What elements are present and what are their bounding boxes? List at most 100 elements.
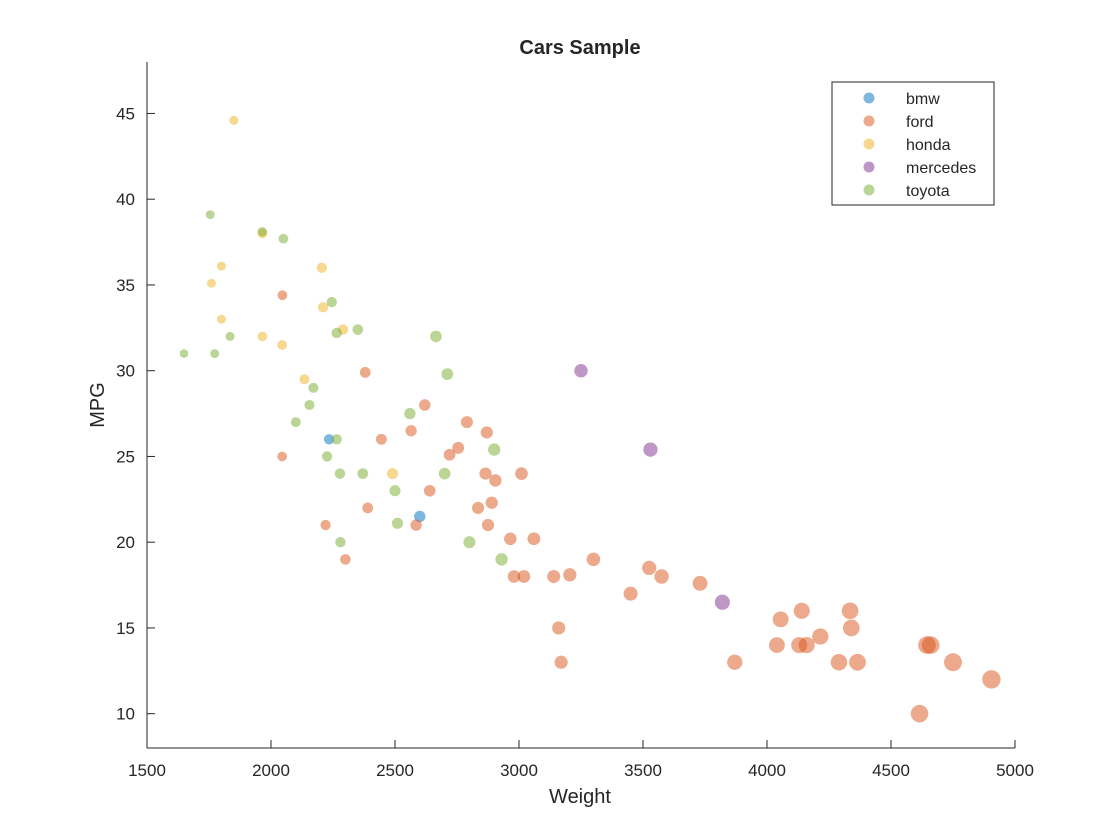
data-point-toyota xyxy=(352,324,364,335)
data-point-ford xyxy=(340,554,351,565)
data-point-toyota xyxy=(404,407,416,420)
data-point-toyota xyxy=(210,349,220,359)
legend: bmw ford honda mercedes toyota xyxy=(831,81,995,206)
data-point-bmw xyxy=(323,434,335,445)
axes xyxy=(146,62,1015,749)
data-point-ford xyxy=(423,484,436,497)
plot-area xyxy=(179,115,1001,723)
legend-label-toyota: toyota xyxy=(906,183,950,200)
x-tick-label: 3500 xyxy=(624,761,662,780)
data-point-ford xyxy=(842,619,860,637)
data-point-ford xyxy=(812,628,829,645)
data-point-ford xyxy=(443,448,456,461)
data-point-ford xyxy=(485,496,498,509)
data-point-toyota xyxy=(357,468,369,479)
data-point-ford xyxy=(504,532,517,546)
data-point-ford xyxy=(944,653,962,672)
legend-label-mercedes: mercedes xyxy=(906,160,976,177)
data-point-ford xyxy=(563,568,577,582)
legend-marker-toyota xyxy=(863,184,875,196)
data-point-ford xyxy=(480,426,493,439)
data-point-toyota xyxy=(308,382,319,393)
legend-marker-ford xyxy=(863,115,875,127)
x-tick-label: 2000 xyxy=(252,761,290,780)
data-point-ford xyxy=(375,433,387,445)
y-tick-label: 40 xyxy=(116,190,135,209)
data-point-ford xyxy=(515,467,528,480)
data-point-ford xyxy=(772,611,789,628)
data-point-ford xyxy=(910,704,929,723)
data-point-toyota xyxy=(179,349,189,358)
y-tick-label: 30 xyxy=(116,362,135,381)
series-ford xyxy=(277,290,1001,723)
data-point-ford xyxy=(798,637,815,654)
data-point-bmw xyxy=(414,510,426,523)
data-point-toyota xyxy=(290,417,301,428)
data-point-ford xyxy=(921,636,940,654)
data-point-honda xyxy=(216,314,226,324)
y-tick-label: 20 xyxy=(116,533,135,552)
data-point-toyota xyxy=(225,331,235,341)
data-point-toyota xyxy=(389,485,401,497)
data-point-honda xyxy=(299,374,310,385)
data-point-honda xyxy=(207,278,216,288)
data-point-ford xyxy=(654,569,669,584)
x-tick-label: 2500 xyxy=(376,761,414,780)
y-axis-label: MPG xyxy=(87,382,109,428)
legend-label-honda: honda xyxy=(906,137,951,154)
data-point-ford xyxy=(517,570,531,583)
data-point-ford xyxy=(793,602,810,619)
data-point-ford xyxy=(419,399,431,411)
data-point-mercedes xyxy=(574,364,588,378)
x-ticks: 1500 2000 2500 3000 3500 4000 4500 5000 xyxy=(128,740,1034,780)
data-point-ford xyxy=(586,552,601,567)
data-point-ford xyxy=(460,416,473,429)
data-point-toyota xyxy=(257,227,268,237)
data-point-toyota xyxy=(438,467,451,480)
data-point-ford xyxy=(841,602,859,620)
data-point-ford xyxy=(547,569,561,584)
data-point-honda xyxy=(316,262,327,273)
data-point-ford xyxy=(554,655,568,669)
data-point-ford xyxy=(769,637,785,653)
data-point-ford xyxy=(642,560,657,576)
series-honda xyxy=(207,115,399,480)
data-point-ford xyxy=(362,502,374,514)
series-mercedes xyxy=(574,364,730,610)
data-point-honda xyxy=(257,331,268,342)
data-point-toyota xyxy=(331,434,342,445)
data-point-ford xyxy=(623,586,638,601)
data-point-ford xyxy=(479,467,492,480)
x-axis-label: Weight xyxy=(549,786,611,808)
legend-marker-bmw xyxy=(863,92,875,104)
data-point-ford xyxy=(982,670,1001,689)
data-point-honda xyxy=(216,261,226,271)
data-point-ford xyxy=(552,621,566,635)
data-point-ford xyxy=(359,367,371,378)
data-point-honda xyxy=(317,302,329,313)
data-point-toyota xyxy=(463,536,476,549)
legend-marker-honda xyxy=(863,138,875,150)
data-point-honda xyxy=(386,468,399,480)
data-point-toyota xyxy=(304,399,315,411)
data-point-toyota xyxy=(331,327,342,339)
y-tick-label: 45 xyxy=(116,104,135,123)
data-point-ford xyxy=(472,501,485,514)
data-point-mercedes xyxy=(643,442,658,457)
data-point-toyota xyxy=(441,368,454,381)
legend-marker-mercedes xyxy=(863,161,875,173)
data-point-toyota xyxy=(430,330,442,343)
data-point-honda xyxy=(277,340,288,350)
data-point-ford xyxy=(692,575,708,591)
x-tick-label: 4500 xyxy=(872,761,910,780)
data-point-ford xyxy=(481,518,495,532)
data-point-ford xyxy=(410,519,422,531)
y-tick-label: 25 xyxy=(116,447,135,466)
data-point-ford xyxy=(849,653,866,671)
data-point-ford xyxy=(727,654,743,670)
y-ticks: 10 15 20 25 30 35 40 45 xyxy=(116,104,155,724)
legend-label-ford: ford xyxy=(906,114,934,131)
data-point-ford xyxy=(830,653,848,671)
series-bmw xyxy=(323,434,426,523)
